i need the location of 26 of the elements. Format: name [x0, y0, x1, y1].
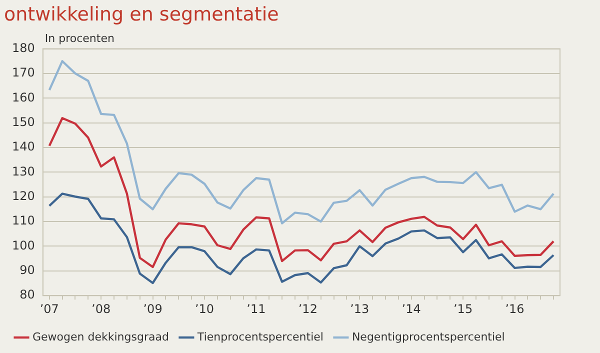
y-tick-label: 80: [20, 288, 35, 302]
y-tick-label: 160: [12, 90, 35, 104]
legend-label: Gewogen dekkingsgraad: [32, 330, 169, 344]
y-tick-label: 110: [12, 214, 35, 228]
y-axis-title: In procenten: [44, 32, 114, 46]
y-tick-label: 170: [12, 66, 35, 80]
x-tick-label: ’14: [402, 302, 421, 316]
x-tick-label: ’07: [40, 302, 59, 316]
x-tick-label: ’15: [454, 302, 473, 316]
y-tick-label: 90: [20, 263, 35, 278]
y-tick-label: 140: [12, 140, 35, 154]
x-tick-label: ’13: [350, 302, 370, 316]
x-tick-label: ’09: [143, 302, 162, 316]
x-tick-label: ’10: [194, 302, 214, 316]
x-tick-label: ’16: [505, 302, 524, 316]
legend-label: Tienprocentspercentiel: [196, 330, 324, 344]
x-tick-label: ’12: [298, 302, 318, 316]
y-tick-label: 180: [12, 40, 35, 55]
y-tick-label: 100: [12, 238, 35, 252]
chart-title: ontwikkeling en segmentatie: [4, 3, 279, 26]
legend-label: Negentigprocentspercentiel: [352, 330, 505, 344]
x-tick-label: ’11: [246, 302, 266, 316]
y-tick-label: 130: [12, 164, 35, 178]
x-tick-label: ’08: [92, 302, 111, 316]
y-tick-label: 150: [12, 114, 35, 129]
y-tick-label: 120: [12, 189, 35, 204]
